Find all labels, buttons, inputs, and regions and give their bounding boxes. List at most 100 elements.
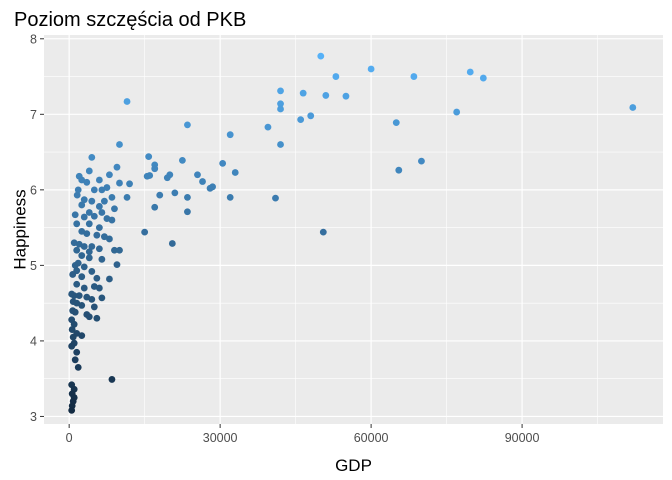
data-point [163,174,171,182]
data-point [145,153,153,161]
data-point [322,92,330,99]
data-point [231,169,239,176]
data-point [85,220,93,228]
data-point [68,407,76,414]
data-point [194,171,201,179]
data-point [453,108,461,116]
data-point [68,326,76,333]
data-point [98,209,106,216]
y-tick-label: 8 [30,32,37,46]
data-point [80,284,88,292]
data-point [93,231,101,239]
data-point [69,271,77,278]
data-point [83,230,91,238]
data-point [95,284,103,292]
data-point [98,255,106,263]
data-point [95,176,103,184]
data-point [156,191,164,199]
data-point [71,356,79,364]
chart-title: Poziom szczęścia od PKB [14,9,246,31]
data-point [85,248,93,256]
data-point [332,73,340,80]
data-point [71,308,79,316]
y-tick-label: 3 [30,410,37,424]
data-point [106,275,113,283]
data-point [226,131,234,139]
data-point [88,197,96,205]
data-point [71,261,79,269]
data-point [367,65,375,73]
data-points [68,52,637,414]
data-point [226,193,234,201]
plot-panel [44,35,663,424]
data-point [85,313,93,321]
x-tick-label: 30000 [203,431,238,445]
data-point [90,212,98,220]
data-point [78,302,86,309]
y-tick-label: 7 [30,108,37,122]
data-point [85,167,93,175]
data-point [80,196,88,204]
y-axis-title: Happiness [10,189,29,269]
data-point [108,216,116,224]
data-point [70,320,78,328]
data-point [466,68,474,76]
data-point [116,179,123,187]
data-point [479,74,487,82]
data-point [277,87,284,95]
data-point [85,209,93,216]
data-point [395,166,403,174]
data-point [151,165,159,173]
data-point [93,274,101,282]
data-point [392,119,400,127]
y-tick-label: 5 [30,259,37,273]
data-point [78,252,86,259]
data-point [629,104,637,111]
data-point [178,156,186,164]
data-point [85,254,93,262]
data-point [78,201,86,209]
data-point [184,208,191,216]
data-point [317,52,325,60]
data-point [78,332,86,340]
data-point [410,73,418,80]
data-point [73,280,81,288]
data-point [113,163,121,171]
data-point [307,112,315,120]
data-point [71,211,79,219]
data-point [106,171,113,179]
data-point [319,228,327,236]
data-point [95,224,103,232]
data-point [264,123,272,131]
x-axis: 0 30000 60000 90000 [66,424,540,445]
x-axis-title: GDP [335,456,372,475]
y-tick-label: 6 [30,183,37,197]
data-point [80,213,88,221]
data-point [168,240,176,247]
y-tick-label: 4 [30,334,37,348]
data-point [116,246,123,254]
data-point [418,157,425,165]
data-point [277,141,284,148]
data-point [90,186,98,194]
data-point [342,92,350,100]
data-point [88,153,96,161]
data-point [277,105,284,113]
data-point [88,268,96,275]
x-tick-label: 90000 [505,431,540,445]
data-point [106,235,113,243]
data-point [116,141,123,148]
data-point [73,191,81,199]
data-point [98,294,106,302]
data-point [141,228,149,236]
data-point [299,89,307,97]
data-point [68,342,76,350]
data-point [95,203,103,210]
data-point [206,184,214,192]
x-tick-label: 0 [66,431,73,445]
data-point [297,116,305,123]
data-point [93,314,101,322]
x-tick-label: 60000 [354,431,389,445]
data-point [88,295,96,303]
